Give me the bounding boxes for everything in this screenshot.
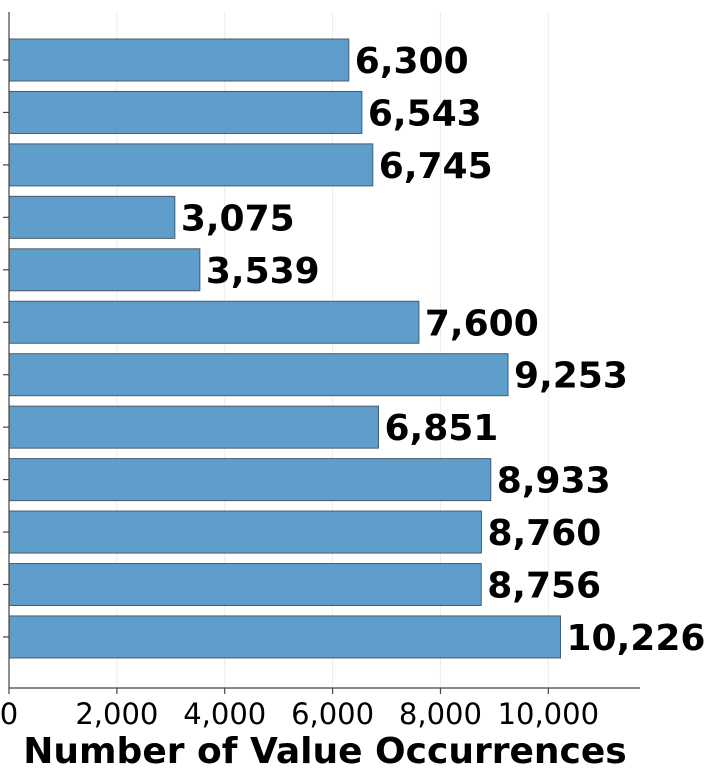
- data-label: 3,539: [206, 251, 320, 292]
- bar: [8, 195, 176, 239]
- bar: [8, 458, 492, 502]
- bar: [8, 300, 420, 344]
- bar: [8, 353, 509, 397]
- data-label: 8,933: [497, 461, 611, 502]
- data-label: 7,600: [425, 303, 539, 344]
- bar: [8, 563, 482, 606]
- bar: [8, 143, 374, 187]
- x-tick-label: 0: [0, 697, 18, 731]
- data-label: 6,543: [368, 93, 482, 134]
- bar: [8, 38, 350, 82]
- x-axis-title: Number of Value Occurrences: [23, 731, 626, 772]
- data-label: 10,226: [567, 618, 706, 659]
- x-tick-label: 6,000: [291, 697, 374, 731]
- bar: [8, 90, 363, 134]
- data-labels: 6,300 6,543 6,745 3,075 3,539 7,600 9,253 6,851…: [181, 41, 706, 659]
- bar: [8, 615, 562, 659]
- data-label: 8,756: [487, 566, 601, 607]
- data-label: 8,760: [487, 513, 601, 554]
- data-label: 3,075: [181, 198, 295, 239]
- data-label: 6,745: [379, 146, 493, 187]
- x-tick-label: 4,000: [183, 697, 266, 731]
- bars: [8, 38, 562, 659]
- bar: [8, 405, 379, 449]
- axes: 0 2,000 4,000 6,000 8,000 10,000: [0, 12, 640, 731]
- data-label: 9,253: [514, 356, 628, 397]
- data-label: 6,851: [384, 408, 498, 449]
- x-tick-label: 10,000: [498, 697, 599, 731]
- x-tick-label: 8,000: [399, 697, 482, 731]
- x-tick-label: 2,000: [75, 697, 158, 731]
- data-label: 6,300: [355, 41, 469, 82]
- bar: [8, 248, 201, 292]
- bar: [8, 510, 482, 554]
